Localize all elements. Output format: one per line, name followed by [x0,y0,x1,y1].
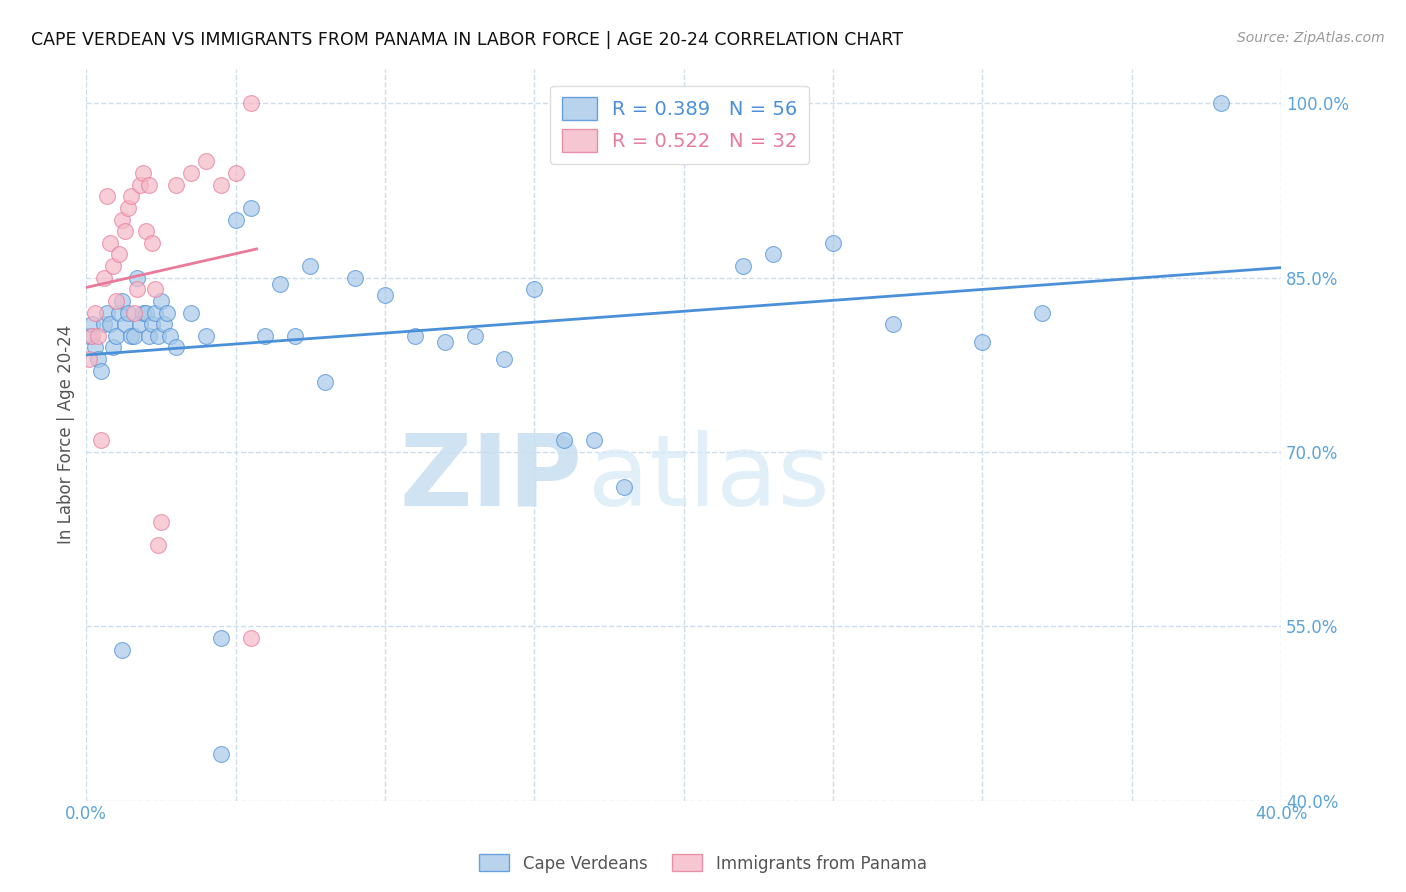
Point [125,270,148,285]
Point [180,166,202,180]
Point [149,515,172,529]
Point [114,317,136,331]
Point [120,189,142,203]
Point [153,317,176,331]
Point [111,293,134,308]
Point [117,305,139,319]
Point [96,305,118,319]
Point [762,247,785,261]
Text: ZIP: ZIP [399,430,582,527]
Point [84,305,107,319]
Point [613,480,636,494]
Point [582,434,605,448]
Point [404,328,426,343]
Point [225,166,247,180]
Point [98,235,121,250]
Point [882,317,904,331]
Point [156,305,179,319]
Point [194,328,217,343]
Point [101,259,124,273]
Point [141,235,163,250]
Point [165,340,187,354]
Point [239,96,262,111]
Point [111,212,134,227]
Point [105,328,128,343]
Text: CAPE VERDEAN VS IMMIGRANTS FROM PANAMA IN LABOR FORCE | AGE 20-24 CORRELATION CH: CAPE VERDEAN VS IMMIGRANTS FROM PANAMA I… [31,31,903,49]
Point [93,317,115,331]
Point [972,334,994,349]
Text: atlas: atlas [588,430,830,527]
Point [254,328,277,343]
Point [494,352,516,367]
Point [284,328,307,343]
Point [143,305,166,319]
Point [523,282,546,296]
Point [553,434,575,448]
Point [122,328,145,343]
Point [165,178,187,192]
Point [105,293,128,308]
Point [141,317,163,331]
Point [1031,305,1053,319]
Point [149,293,172,308]
Point [135,224,157,238]
Point [84,340,107,354]
Point [269,277,291,291]
Point [225,212,247,227]
Point [132,166,155,180]
Point [90,364,112,378]
Point [87,328,110,343]
Point [239,631,262,645]
Y-axis label: In Labor Force | Age 20-24: In Labor Force | Age 20-24 [58,325,75,544]
Point [180,305,202,319]
Point [344,270,367,285]
Point [122,305,145,319]
Point [114,224,136,238]
Point [138,178,160,192]
Point [146,328,169,343]
Point [87,352,110,367]
Point [433,334,456,349]
Point [82,317,104,331]
Point [132,305,155,319]
Point [209,631,232,645]
Point [314,376,336,390]
Point [129,317,152,331]
Point [821,235,844,250]
Point [98,317,121,331]
Point [101,340,124,354]
Point [374,288,396,302]
Point [135,305,157,319]
Point [209,747,232,761]
Legend: Cape Verdeans, Immigrants from Panama: Cape Verdeans, Immigrants from Panama [472,847,934,880]
Point [194,154,217,169]
Point [125,282,148,296]
Point [120,328,142,343]
Point [108,247,131,261]
Text: Source: ZipAtlas.com: Source: ZipAtlas.com [1237,31,1385,45]
Point [96,189,118,203]
Point [117,201,139,215]
Point [77,328,100,343]
Point [733,259,755,273]
Point [299,259,322,273]
Point [138,328,160,343]
Point [464,328,486,343]
Legend: R = 0.389   N = 56, R = 0.522   N = 32: R = 0.389 N = 56, R = 0.522 N = 32 [550,86,808,163]
Point [90,434,112,448]
Point [146,538,169,552]
Point [159,328,181,343]
Point [239,201,262,215]
Point [1211,96,1233,111]
Point [143,282,166,296]
Point [108,305,131,319]
Point [209,178,232,192]
Point [129,178,152,192]
Point [77,352,100,367]
Point [93,270,115,285]
Point [82,328,104,343]
Point [111,642,134,657]
